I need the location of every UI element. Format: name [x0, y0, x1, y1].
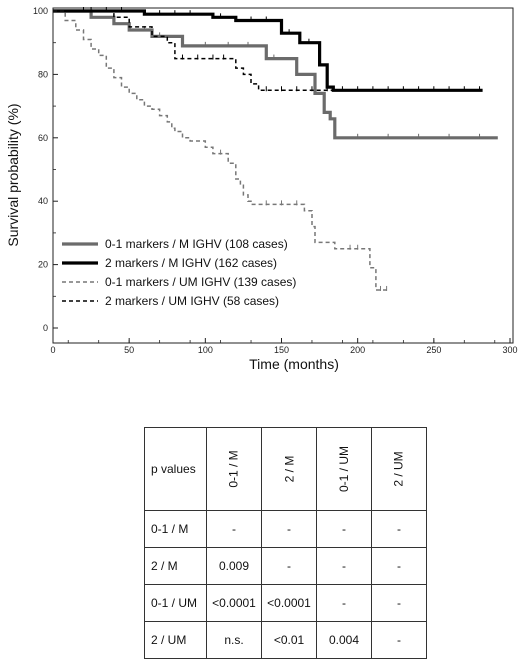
x-tick-label: 150	[274, 345, 289, 355]
legend-label-0: 0-1 markers / M IGHV (108 cases)	[105, 237, 288, 251]
table-cell: -	[316, 584, 372, 622]
x-tick-label: 50	[124, 345, 134, 355]
table-row: 0-1 / M - - - -	[144, 510, 427, 548]
row-header: 0-1 / UM	[144, 584, 207, 622]
column-header-text: 2 / UM	[392, 451, 406, 487]
table-header-row: p values 0-1 / M 2 / M 0-1 / UM 2 / UM	[144, 427, 427, 511]
table-cell: -	[371, 584, 427, 622]
table-corner-label: p values	[144, 427, 207, 511]
y-tick-label: 20	[38, 260, 48, 270]
table-cell: n.s.	[206, 621, 262, 659]
column-header: 0-1 / M	[206, 427, 262, 511]
survival-chart: 0 50 100 150 200 250 300 0 20 40 60 80 100 0-1 marke…	[5, 6, 518, 372]
table-row: 2 / M 0.009 - - -	[144, 547, 427, 585]
table-row: 0-1 / UM <0.0001 <0.0001 - -	[144, 584, 427, 622]
series-line-3	[53, 10, 335, 92]
table-cell: <0.0001	[206, 584, 262, 622]
legend-label-1: 2 markers / M IGHV (162 cases)	[105, 256, 277, 270]
y-tick-label: 60	[38, 133, 48, 143]
table-cell: -	[316, 547, 372, 585]
table-cell: <0.01	[261, 621, 317, 659]
table-cell: -	[371, 510, 427, 548]
row-header: 2 / UM	[144, 621, 207, 659]
series-line-0	[53, 9, 498, 140]
table-cell: -	[261, 510, 317, 548]
x-tick-label: 0	[50, 345, 55, 355]
chart-axes: 0 50 100 150 200 250 300 0 20 40 60 80 100	[33, 6, 518, 355]
x-axis-title: Time (months)	[249, 356, 339, 372]
row-header: 2 / M	[144, 547, 207, 585]
y-axis-title: Survival probability (%)	[5, 103, 21, 246]
series-line-2	[53, 10, 389, 291]
legend-label-3: 2 markers / UM IGHV (58 cases)	[105, 294, 279, 308]
p-values-table: p values 0-1 / M 2 / M 0-1 / UM 2 / UM 0…	[144, 427, 427, 659]
x-tick-label: 200	[350, 345, 365, 355]
x-tick-label: 100	[198, 345, 213, 355]
table-row: 2 / UM n.s. <0.01 0.004 -	[144, 621, 427, 659]
column-header: 0-1 / UM	[316, 427, 372, 511]
column-header-text: 0-1 / UM	[336, 445, 351, 493]
table-cell: 0.009	[206, 547, 262, 585]
column-header: 2 / UM	[371, 427, 427, 511]
y-tick-label: 80	[38, 69, 48, 79]
chart-legend: 0-1 markers / M IGHV (108 cases) 2 marker…	[62, 237, 296, 308]
plot-frame	[52, 7, 514, 344]
table-cell: -	[371, 621, 427, 659]
column-header-text: 0-1 / M	[227, 450, 241, 488]
x-tick-label: 250	[426, 345, 441, 355]
y-tick-label: 100	[33, 6, 48, 16]
y-tick-label: 0	[43, 323, 48, 333]
y-tick-label: 40	[38, 196, 48, 206]
x-tick-label: 300	[502, 345, 517, 355]
chart-series	[53, 7, 498, 291]
column-header-text: 2 / M	[281, 455, 296, 483]
table-cell: 0.004	[316, 621, 372, 659]
row-header: 0-1 / M	[144, 510, 207, 548]
table-cell: <0.0001	[261, 584, 317, 622]
legend-label-2: 0-1 markers / UM IGHV (139 cases)	[105, 275, 296, 289]
table-cell: -	[316, 510, 372, 548]
table-cell: -	[371, 547, 427, 585]
series-line-1	[53, 9, 483, 92]
column-header: 2 / M	[261, 427, 317, 511]
table-cell: -	[206, 510, 262, 548]
table-cell: -	[261, 547, 317, 585]
